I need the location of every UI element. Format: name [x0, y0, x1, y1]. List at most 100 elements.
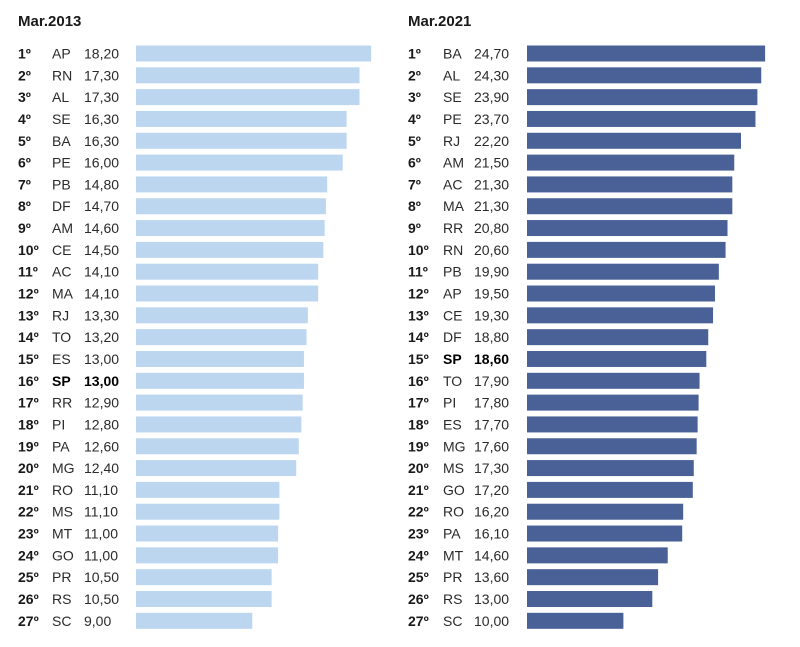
rank-label: 17º [18, 395, 39, 411]
state-label: MS [443, 460, 464, 476]
bar-am [527, 154, 735, 171]
state-label: SE [52, 111, 71, 127]
data-label: 16,20 [474, 504, 509, 520]
rank-label: 14º [18, 329, 39, 345]
state-label: AM [443, 155, 464, 171]
data-label: 10,50 [84, 569, 119, 585]
state-label: RS [443, 591, 462, 607]
bar-pb [527, 263, 719, 280]
bar-pr [136, 569, 272, 586]
bar-df [136, 198, 326, 215]
bar-pa [136, 438, 299, 455]
state-label: PR [443, 569, 462, 585]
state-label: RS [52, 591, 71, 607]
state-label: PB [52, 176, 71, 192]
rank-label: 3º [18, 89, 31, 105]
bar-pi [136, 416, 302, 433]
data-label: 14,80 [84, 176, 119, 192]
data-label: 11,00 [84, 547, 118, 563]
rank-label: 22º [408, 504, 429, 520]
state-label: SC [443, 613, 462, 629]
data-label: 18,20 [84, 46, 119, 62]
chart-title: Mar.2013 [18, 13, 81, 30]
data-label: 12,60 [84, 438, 119, 454]
bar-ro [136, 481, 280, 498]
bar-am [136, 220, 325, 237]
rank-label: 27º [408, 613, 429, 629]
data-label: 20,60 [474, 242, 509, 258]
rank-label: 22º [18, 504, 39, 520]
data-label: 14,10 [84, 264, 119, 280]
state-label: RO [52, 482, 73, 498]
state-label: MG [443, 438, 466, 454]
state-label: AC [52, 264, 71, 280]
rank-label: 26º [408, 591, 429, 607]
state-label: BA [52, 133, 71, 149]
data-label: 19,50 [474, 286, 509, 302]
bar-rj [527, 132, 742, 149]
data-label: 17,60 [474, 438, 509, 454]
rank-label: 16º [408, 373, 429, 389]
state-label: RR [443, 220, 463, 236]
state-label: MT [52, 526, 73, 542]
data-label: 14,70 [84, 198, 119, 214]
state-label: AP [443, 286, 462, 302]
bar-df [527, 329, 709, 346]
rank-label: 12º [18, 286, 39, 302]
rank-label: 11º [18, 264, 38, 280]
state-label: AP [52, 46, 71, 62]
rank-label: 19º [18, 438, 39, 454]
rank-label: 24º [408, 547, 429, 563]
data-label: 23,70 [474, 111, 509, 127]
data-label: 13,00 [84, 373, 119, 389]
state-label: PB [443, 264, 462, 280]
rank-label: 25º [408, 569, 429, 585]
bar-rj [136, 307, 308, 324]
rank-label: 11º [408, 264, 428, 280]
data-label: 18,60 [474, 351, 509, 367]
state-label: PA [443, 526, 461, 542]
rank-label: 16º [18, 373, 39, 389]
data-label: 10,50 [84, 591, 119, 607]
rank-label: 9º [18, 220, 31, 236]
state-label: CE [443, 307, 462, 323]
bar-mg [136, 460, 297, 477]
data-label: 12,90 [84, 395, 119, 411]
state-label: AL [443, 67, 460, 83]
state-label: CE [52, 242, 71, 258]
rank-label: 3º [408, 89, 421, 105]
rank-label: 5º [408, 133, 421, 149]
rank-label: 24º [18, 547, 39, 563]
state-label: MA [52, 286, 74, 302]
rank-label: 4º [18, 111, 31, 127]
state-label: RR [52, 395, 72, 411]
state-label: BA [443, 46, 462, 62]
rank-label: 17º [408, 395, 429, 411]
bar-ac [527, 176, 733, 193]
rank-label: 8º [408, 198, 421, 214]
data-label: 10,00 [474, 613, 509, 629]
rank-label: 6º [18, 155, 31, 171]
data-label: 24,70 [474, 46, 509, 62]
state-label: SC [52, 613, 71, 629]
data-label: 19,90 [474, 264, 509, 280]
data-label: 17,30 [474, 460, 509, 476]
bar-rr [527, 220, 728, 237]
bar-es [527, 416, 698, 433]
rank-label: 14º [408, 329, 429, 345]
data-label: 12,80 [84, 416, 119, 432]
bar-ba [527, 45, 766, 62]
data-label: 14,10 [84, 286, 119, 302]
state-label: SP [443, 351, 462, 367]
bar-ba [136, 132, 347, 149]
rank-label: 20º [408, 460, 429, 476]
state-label: RJ [52, 307, 69, 323]
rank-label: 5º [18, 133, 31, 149]
data-label: 21,30 [474, 176, 509, 192]
state-label: PE [443, 111, 462, 127]
state-label: RO [443, 504, 464, 520]
data-label: 11,10 [84, 482, 118, 498]
bar-rn [136, 67, 360, 84]
data-label: 13,20 [84, 329, 119, 345]
